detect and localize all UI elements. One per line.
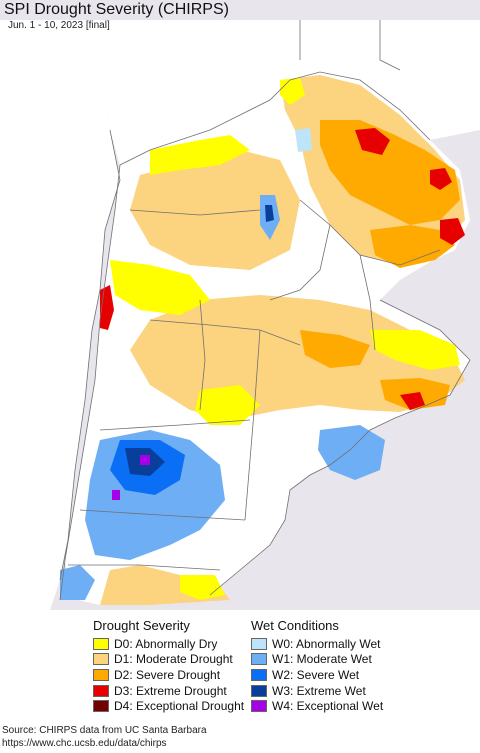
province-border-2 — [129, 209, 261, 216]
legend-item-w1: W1: Moderate Wet — [251, 652, 383, 668]
source-text: Source: CHIRPS data from UC Santa Barbar… — [2, 725, 207, 736]
source-url[interactable]: https://www.chc.ucsb.edu/data/chirps — [2, 737, 167, 749]
map-title: SPI Drought Severity (CHIRPS) — [4, 1, 229, 18]
chile-argentina-border — [59, 129, 121, 581]
drought-map — [0, 0, 480, 610]
d3-patch-southeast — [400, 392, 425, 410]
d0-north-band — [150, 135, 250, 175]
legend-swatch-w2 — [251, 668, 267, 681]
west-coastline — [59, 164, 121, 601]
legend-label-w1: W1: Moderate Wet — [272, 652, 372, 667]
chile-region — [0, 20, 120, 610]
d0-south-patch — [180, 575, 225, 600]
legend-drought-column: Drought Severity D0: Abnormally Dry D1: … — [93, 618, 244, 714]
d3-patch-northeast — [430, 168, 452, 190]
d3-patch-north — [355, 128, 390, 155]
legend-item-d2: D2: Severe Drought — [93, 667, 244, 683]
legend-swatch-d0 — [93, 637, 109, 650]
map-area: SPI Drought Severity (CHIRPS) Jun. 1 - 1… — [0, 0, 480, 610]
legend-label-d0: D0: Abnormally Dry — [114, 636, 218, 651]
legend: Drought Severity D0: Abnormally Dry D1: … — [0, 611, 480, 721]
w1-region-southwest — [60, 565, 95, 600]
east-coastline — [209, 359, 471, 596]
province-border-6 — [99, 419, 251, 431]
province-border-4 — [199, 299, 206, 411]
legend-item-d0: D0: Abnormally Dry — [93, 636, 244, 652]
d2-region-central — [300, 330, 370, 368]
d0-east-patch — [370, 330, 460, 370]
brazil-internal-border — [379, 20, 401, 71]
w4-patch-1 — [140, 455, 150, 465]
legend-label-d1: D1: Moderate Drought — [114, 652, 233, 667]
bolivia-border — [119, 79, 291, 166]
w4-patch-2 — [112, 490, 120, 500]
province-border-7 — [79, 509, 246, 521]
corrientes-border — [359, 254, 376, 351]
legend-swatch-w4 — [251, 700, 267, 713]
country-borders — [59, 20, 471, 581]
legend-item-w0: W0: Abnormally Wet — [251, 636, 383, 652]
legend-swatch-w0 — [251, 637, 267, 650]
w1-region-buenos-aires — [318, 425, 385, 480]
legend-item-d4: D4: Exceptional Drought — [93, 698, 244, 714]
legend-swatch-w3 — [251, 684, 267, 697]
legend-wet-heading: Wet Conditions — [251, 618, 339, 633]
legend-swatch-w1 — [251, 653, 267, 666]
legend-label-d4: D4: Exceptional Drought — [114, 699, 245, 714]
legend-swatch-d3 — [93, 684, 109, 697]
d0-bolivia-patch — [280, 78, 305, 105]
w0-patch-north — [295, 128, 312, 152]
d3-patch-east — [440, 218, 465, 245]
legend-label-d2: D2: Severe Drought — [114, 667, 221, 682]
d2-region-paraguay — [320, 120, 460, 225]
legend-item-d3: D3: Extreme Drought — [93, 683, 244, 699]
legend-item-w3: W3: Extreme Wet — [251, 683, 383, 699]
legend-label-w0: W0: Abnormally Wet — [272, 636, 381, 651]
province-border-1 — [269, 224, 331, 301]
d1-region-north — [130, 150, 300, 270]
atlantic-ocean — [285, 230, 480, 610]
legend-item-d1: D1: Moderate Drought — [93, 652, 244, 668]
legend-wet-column: Wet Conditions W0: Abnormally Wet W1: Mo… — [251, 618, 383, 714]
d2-region-south-paraguay — [370, 225, 455, 268]
uruguay-border — [379, 299, 471, 361]
legend-swatch-d4 — [93, 700, 109, 713]
map-subtitle: Jun. 1 - 10, 2023 [final] — [8, 20, 110, 31]
legend-item-w2: W2: Severe Wet — [251, 667, 383, 683]
legend-item-w4: W4: Exceptional Wet — [251, 698, 383, 714]
w3-patch-chaco — [265, 205, 274, 222]
d0-central-patch — [195, 385, 260, 425]
legend-label-d3: D3: Extreme Drought — [114, 683, 227, 698]
legend-label-w4: W4: Exceptional Wet — [272, 699, 384, 714]
province-border-3 — [149, 319, 301, 346]
legend-swatch-d1 — [93, 653, 109, 666]
legend-drought-heading: Drought Severity — [93, 618, 190, 633]
province-border-5 — [244, 329, 261, 521]
legend-label-w2: W2: Severe Wet — [272, 667, 360, 682]
north-region — [60, 20, 480, 165]
brazil-bolivia-border — [289, 71, 431, 141]
legend-label-w3: W3: Extreme Wet — [272, 683, 366, 698]
legend-swatch-d2 — [93, 668, 109, 681]
province-border-8 — [68, 564, 221, 571]
footer: Source: CHIRPS data from UC Santa Barbar… — [2, 725, 207, 750]
d0-west-band — [110, 260, 210, 315]
